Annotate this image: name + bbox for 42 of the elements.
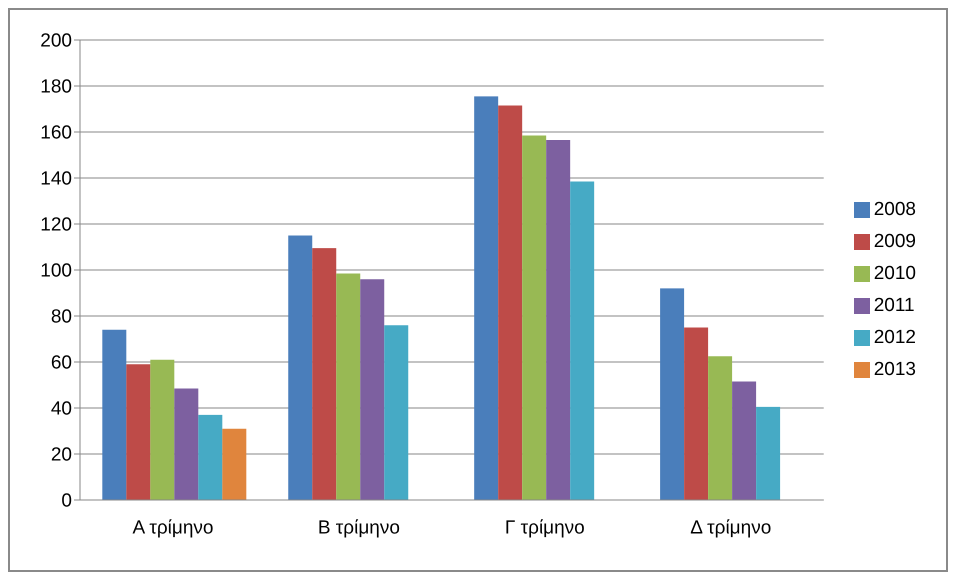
x-tick-label: Β τρίμηνο xyxy=(318,517,400,538)
bar xyxy=(660,288,684,500)
bar xyxy=(546,140,570,500)
bar xyxy=(732,382,756,500)
y-tick-label: 200 xyxy=(40,30,72,52)
bar xyxy=(126,364,150,500)
bar xyxy=(288,236,312,500)
bar xyxy=(498,106,522,500)
legend-label: 2009 xyxy=(874,231,916,252)
y-tick-label: 100 xyxy=(40,260,72,282)
bar xyxy=(756,406,780,500)
y-tick-label: 80 xyxy=(50,306,72,328)
legend-label: 2013 xyxy=(874,359,916,380)
y-tick-label: 120 xyxy=(40,214,72,236)
legend-label: 2008 xyxy=(874,199,916,220)
x-tick-label: Α τρίμηνο xyxy=(132,517,214,538)
y-tick-label: 60 xyxy=(50,352,72,374)
bar xyxy=(312,248,336,500)
bar xyxy=(360,279,384,500)
bar xyxy=(102,330,126,500)
bar xyxy=(474,96,498,500)
bar xyxy=(708,356,732,500)
y-tick-label: 40 xyxy=(50,398,72,420)
x-tick-label: Γ τρίμηνο xyxy=(504,517,585,538)
bar xyxy=(384,325,408,500)
y-tick-label: 140 xyxy=(40,168,72,190)
bar xyxy=(570,181,594,500)
legend-label: 2011 xyxy=(874,295,915,316)
bar xyxy=(150,360,174,500)
bar xyxy=(684,328,708,500)
bar xyxy=(336,273,360,500)
x-tick-label: Δ τρίμηνο xyxy=(690,517,772,538)
y-tick-label: 160 xyxy=(40,122,72,144)
bar xyxy=(222,428,246,500)
legend-label: 2012 xyxy=(874,327,916,348)
y-tick-label: 0 xyxy=(61,490,72,512)
legend-label: 2010 xyxy=(874,263,916,284)
bar xyxy=(174,388,198,500)
bar xyxy=(522,135,546,500)
y-tick-label: 180 xyxy=(40,76,72,98)
y-tick-label: 20 xyxy=(50,444,72,466)
bar xyxy=(198,414,222,500)
